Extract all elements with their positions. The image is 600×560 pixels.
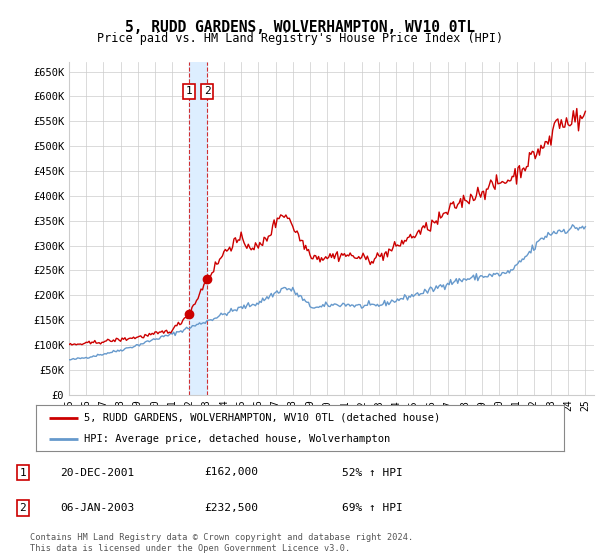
Text: HPI: Average price, detached house, Wolverhampton: HPI: Average price, detached house, Wolv…: [83, 435, 390, 444]
Text: 5, RUDD GARDENS, WOLVERHAMPTON, WV10 0TL: 5, RUDD GARDENS, WOLVERHAMPTON, WV10 0TL: [125, 20, 475, 35]
Text: 52% ↑ HPI: 52% ↑ HPI: [342, 468, 403, 478]
Text: 20-DEC-2001: 20-DEC-2001: [60, 468, 134, 478]
Bar: [189, 62, 207, 395]
Text: 1: 1: [185, 86, 193, 96]
Text: 2: 2: [19, 503, 26, 513]
Text: £232,500: £232,500: [204, 503, 258, 513]
Text: 2: 2: [203, 86, 211, 96]
Text: Contains HM Land Registry data © Crown copyright and database right 2024.
This d: Contains HM Land Registry data © Crown c…: [30, 533, 413, 553]
Text: 5, RUDD GARDENS, WOLVERHAMPTON, WV10 0TL (detached house): 5, RUDD GARDENS, WOLVERHAMPTON, WV10 0TL…: [83, 413, 440, 423]
Text: 1: 1: [19, 468, 26, 478]
Text: 06-JAN-2003: 06-JAN-2003: [60, 503, 134, 513]
Text: £162,000: £162,000: [204, 468, 258, 478]
Text: 69% ↑ HPI: 69% ↑ HPI: [342, 503, 403, 513]
Text: Price paid vs. HM Land Registry's House Price Index (HPI): Price paid vs. HM Land Registry's House …: [97, 32, 503, 45]
